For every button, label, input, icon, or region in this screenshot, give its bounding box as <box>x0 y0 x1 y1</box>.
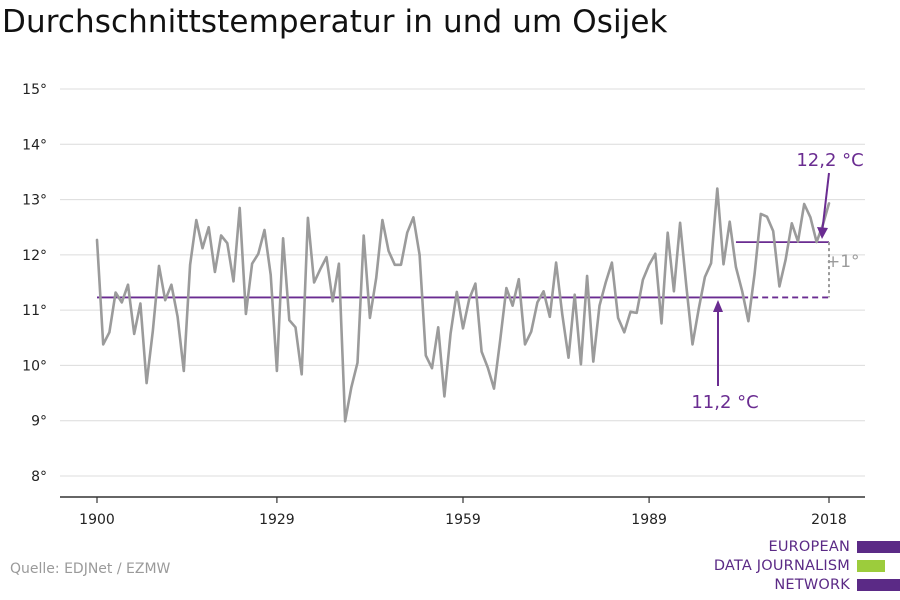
logo-bar-2 <box>857 560 885 572</box>
y-tick-label-8: 8° <box>31 469 47 485</box>
annotation-difference: +1° <box>826 252 860 272</box>
arrow-high-head <box>817 227 828 239</box>
x-tick-label-1929: 1929 <box>259 512 295 528</box>
logo-line-3: NETWORK <box>774 577 850 593</box>
y-axis-ticks: 8° 9° 10° 11° 12° 13° 14° 15° <box>22 82 47 485</box>
source-note: Quelle: EDJNet / EZMW <box>10 561 171 577</box>
reference-lines <box>97 241 830 299</box>
annotation-high-mean: 12,2 °C <box>796 150 863 171</box>
y-tick-label-11: 11° <box>22 303 47 319</box>
x-tick-label-1900: 1900 <box>79 512 115 528</box>
y-tick-label-13: 13° <box>22 193 47 209</box>
y-tick-label-14: 14° <box>22 137 47 153</box>
series-line-temperature <box>95 187 831 423</box>
annotations: 12,2 °C 11,2 °C +1° <box>691 150 863 413</box>
chart-title: Durchschnittstemperatur in und um Osijek <box>2 4 668 40</box>
y-tick-label-10: 10° <box>22 358 47 374</box>
arrow-high-shaft <box>821 172 830 234</box>
logo-line-1: EUROPEAN <box>768 539 850 555</box>
x-tick-label-1959: 1959 <box>445 512 481 528</box>
annotation-low-mean: 11,2 °C <box>691 392 758 413</box>
logo-bar-1 <box>857 541 900 553</box>
y-tick-label-15: 15° <box>22 82 47 98</box>
x-tick-label-1989: 1989 <box>631 512 667 528</box>
logo-bar-3 <box>857 579 900 591</box>
y-tick-label-9: 9° <box>31 414 47 430</box>
x-tick-label-2018: 2018 <box>811 512 847 528</box>
logo-line-2: DATA JOURNALISM <box>713 558 850 574</box>
arrow-low-head <box>713 300 723 312</box>
y-tick-label-12: 12° <box>22 248 47 264</box>
gridlines <box>60 88 865 477</box>
data-series <box>95 187 831 423</box>
logo-wordmark: EUROPEAN DATA JOURNALISM NETWORK <box>714 538 850 595</box>
edjnet-logo[interactable]: EUROPEAN DATA JOURNALISM NETWORK <box>700 538 900 596</box>
x-axis: 1900 1929 1959 1989 2018 <box>60 496 865 528</box>
